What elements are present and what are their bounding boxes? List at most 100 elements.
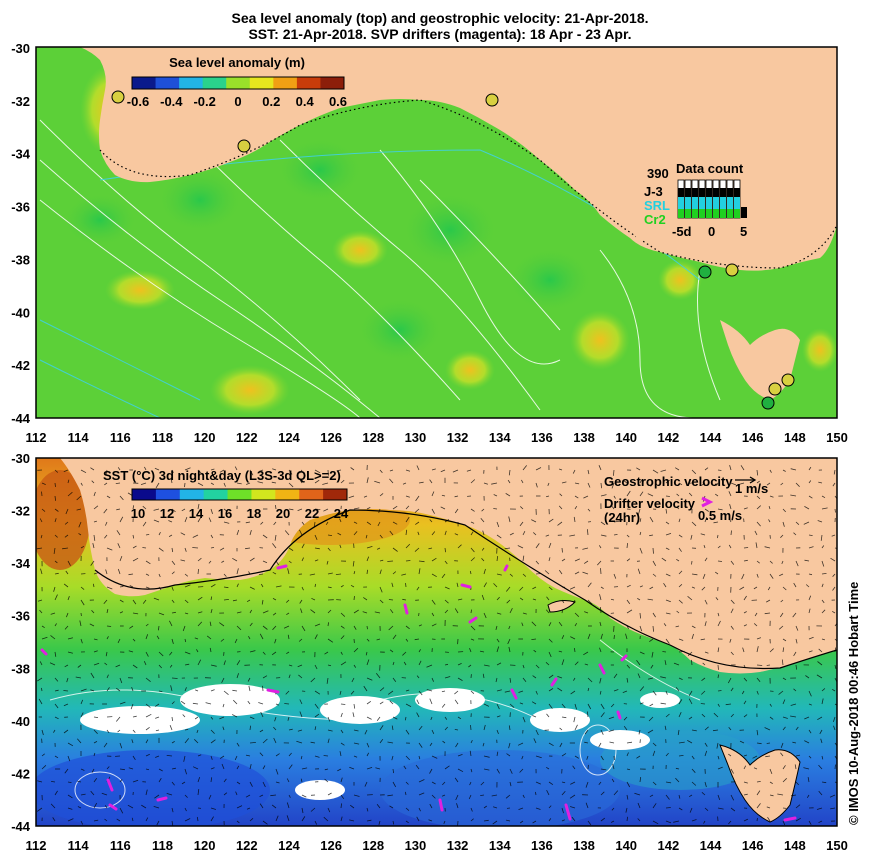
velocity-arrow [730,768,734,774]
velocity-arrow [600,482,602,489]
velocity-arrow [313,521,316,527]
velocity-arrow [418,792,425,796]
velocity-arrow [310,677,316,683]
velocity-arrow [795,781,799,786]
velocity-arrow [184,599,189,604]
velocity-arrow [639,702,644,705]
velocity-arrow [687,651,693,656]
velocity-arrow [418,725,423,731]
velocity-arrow [660,469,667,472]
velocity-arrow [93,819,99,822]
velocity-arrow [208,517,212,523]
velocity-arrow [626,677,629,683]
velocity-arrow [665,533,672,536]
velocity-arrow [804,506,810,510]
sst-colorbar: SST (°C) 3d night&day (L3S-3d QL>=2) 10 1… [103,468,349,521]
velocity-arrow [404,791,407,796]
colorbar-tick-label: 0.6 [329,94,347,109]
velocity-arrow [236,625,242,631]
velocity-arrow [678,650,685,653]
velocity-arrow [769,573,774,579]
velocity-arrow [337,469,342,472]
count-bar-srl [678,197,684,209]
velocity-arrow [600,729,604,735]
velocity-arrow [782,508,786,513]
velocity-arrow [519,521,524,527]
velocity-arrow [756,469,759,476]
velocity-arrow [392,547,398,552]
velocity-arrow [691,521,697,527]
velocity-arrow [665,807,671,809]
velocity-arrow [353,507,360,510]
velocity-arrow [652,469,659,474]
velocity-arrow [483,703,490,707]
velocity-arrow [660,676,667,679]
velocity-arrow [493,583,498,588]
velocity-arrow [782,469,786,472]
velocity-arrow [80,712,84,718]
velocity-arrow [795,482,800,487]
velocity-arrow [340,729,344,734]
velocity-arrow [675,777,680,783]
velocity-arrow [210,777,213,783]
velocity-arrow [769,648,774,653]
count-bar-j3 [685,188,691,197]
velocity-arrow [522,555,525,562]
velocity-arrow [817,716,823,721]
velocity-arrow [639,777,642,783]
velocity-arrow [194,716,199,720]
velocity-arrow [232,689,238,692]
velocity-arrow [469,648,472,653]
velocity-arrow [764,612,771,615]
velocity-arrow [496,703,500,710]
velocity-arrow [314,634,318,640]
velocity-arrow [158,625,160,631]
velocity-arrow [508,742,511,749]
velocity-arrow [610,820,615,823]
velocity-arrow [301,794,307,798]
velocity-arrow [208,794,212,800]
x-tick-label: 130 [405,430,427,445]
velocity-arrow [756,677,761,683]
velocity-arrow [286,815,290,822]
velocity-arrow [181,781,186,785]
velocity-arrow [483,582,487,588]
velocity-arrow [286,599,290,603]
velocity-arrow [431,599,436,605]
velocity-arrow [704,750,708,757]
velocity-arrow [219,469,225,473]
velocity-arrow [652,547,654,554]
velocity-arrow [90,790,95,796]
velocity-arrow [249,609,253,614]
velocity-arrow [379,738,384,744]
velocity-arrow [392,781,397,788]
velocity-arrow [688,794,693,798]
velocity-arrow [314,469,321,474]
velocity-arrow [691,560,693,565]
velocity-arrow [340,794,345,800]
velocity-arrow [574,648,576,653]
velocity-arrow [50,612,56,615]
velocity-arrow [777,793,784,796]
velocity-arrow [780,482,784,486]
velocity-arrow [483,805,488,809]
velocity-arrow [470,768,473,773]
x-tick-label: 124 [278,838,300,853]
velocity-arrow [392,521,398,525]
velocity-arrow [648,716,654,722]
velocity-arrow [454,729,459,731]
velocity-arrow [650,482,654,487]
velocity-arrow [274,534,277,541]
velocity-arrow [600,521,606,526]
velocity-arrow [808,466,812,471]
velocity-arrow [764,727,771,731]
velocity-arrow [131,686,134,692]
velocity-arrow [470,508,475,512]
velocity-arrow [327,638,334,643]
velocity-arrow [665,713,670,718]
velocity-arrow [470,690,475,694]
bottom-map-frame [35,457,838,827]
velocity-arrow [275,703,280,706]
velocity-arrow [455,794,459,801]
velocity-arrow [677,729,680,736]
